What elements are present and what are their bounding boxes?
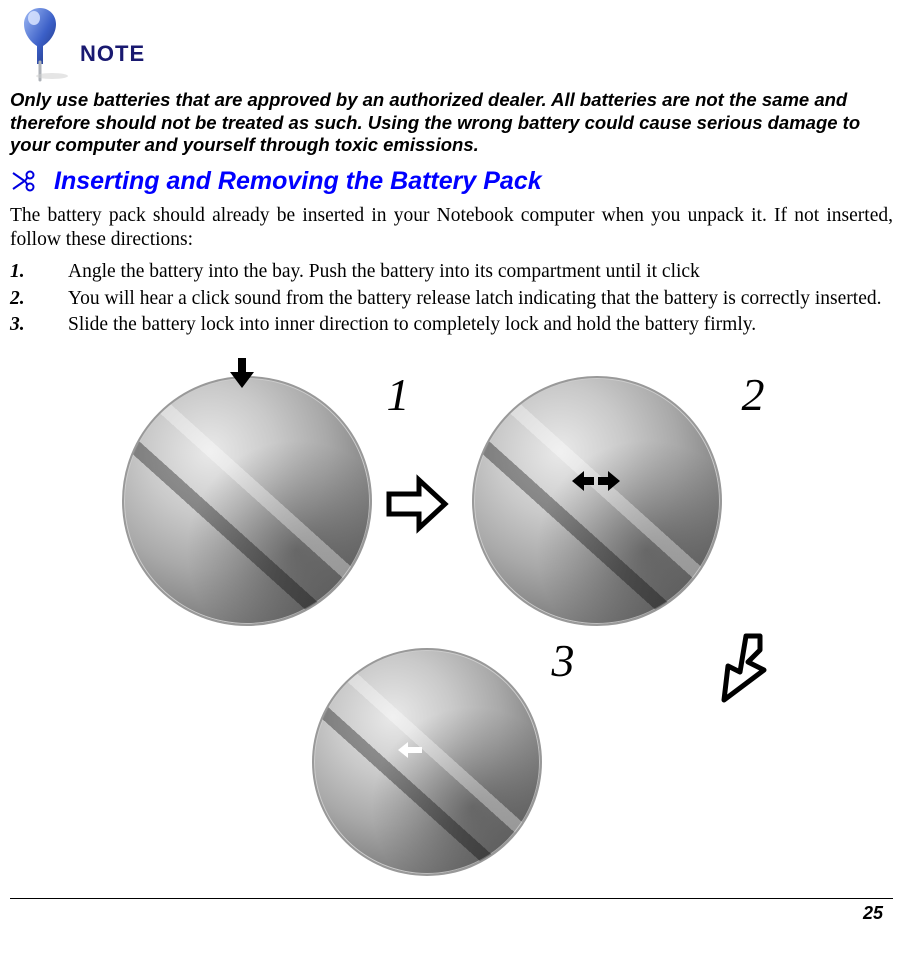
- step-number: 2.: [10, 287, 68, 312]
- step-item: 2. You will hear a click sound from the …: [10, 287, 893, 312]
- section-heading: Inserting and Removing the Battery Pack: [54, 167, 542, 196]
- figure-photo-3: [312, 648, 542, 876]
- step-text: Slide the battery lock into inner direct…: [68, 313, 893, 338]
- note-label: NOTE: [80, 41, 145, 67]
- figure-number-3: 3: [552, 634, 575, 687]
- arrow-down-icon: [224, 356, 260, 397]
- section-intro: The battery pack should already be inser…: [10, 204, 893, 252]
- arrow-down-right-icon: [678, 630, 768, 725]
- step-text: Angle the battery into the bay. Push the…: [68, 260, 893, 285]
- figure-photo-2: [472, 376, 722, 626]
- arrow-right-icon: [385, 474, 449, 539]
- note-callout: NOTE: [10, 4, 893, 87]
- arrow-left-small-icon: [396, 740, 424, 765]
- note-warning-text: Only use batteries that are approved by …: [10, 89, 893, 157]
- figure-number-1: 1: [387, 368, 410, 421]
- step-item: 1. Angle the battery into the bay. Push …: [10, 260, 893, 285]
- step-item: 3. Slide the battery lock into inner dir…: [10, 313, 893, 338]
- note-pushpin-icon: [10, 4, 70, 87]
- battery-figure: 1 2 3: [122, 358, 782, 878]
- figure-number-2: 2: [742, 368, 765, 421]
- page-number: 25: [10, 899, 893, 924]
- figure-photo-1: [122, 376, 372, 626]
- step-number: 3.: [10, 313, 68, 338]
- steps-list: 1. Angle the battery into the bay. Push …: [10, 260, 893, 338]
- step-number: 1.: [10, 260, 68, 285]
- section-heading-row: Inserting and Removing the Battery Pack: [10, 167, 893, 196]
- scissors-icon: [10, 169, 36, 193]
- step-text: You will hear a click sound from the bat…: [68, 287, 893, 312]
- arrow-left-right-icon: [570, 468, 622, 499]
